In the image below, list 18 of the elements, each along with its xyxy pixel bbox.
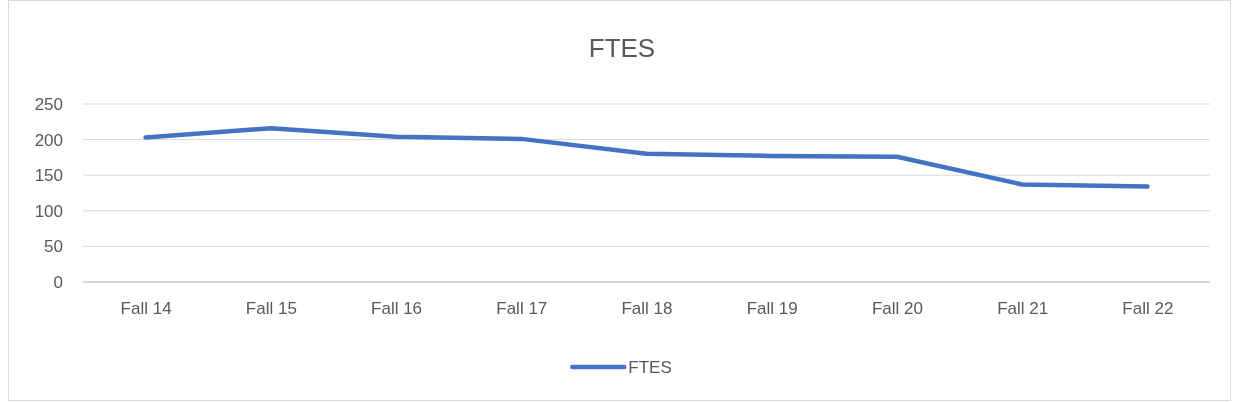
y-tick-label: 0 xyxy=(53,272,63,292)
x-tick-label: Fall 19 xyxy=(746,299,798,319)
x-tick-label: Fall 21 xyxy=(997,299,1049,319)
x-tick-label: Fall 15 xyxy=(245,299,297,319)
y-tick-label: 200 xyxy=(34,130,63,150)
x-tick-label: Fall 16 xyxy=(371,299,423,319)
x-tick-label: Fall 20 xyxy=(871,299,923,319)
y-tick-label: 100 xyxy=(34,201,63,221)
y-tick-label: 250 xyxy=(34,94,63,114)
y-tick-label: 150 xyxy=(34,166,63,186)
x-tick-label: Fall 18 xyxy=(621,299,673,319)
x-tick-label: Fall 14 xyxy=(120,299,172,319)
chart-title: FTES xyxy=(588,33,656,63)
x-tick-label: Fall 22 xyxy=(1122,299,1174,319)
y-tick-label: 50 xyxy=(44,237,63,257)
legend-label: FTES xyxy=(628,358,672,377)
x-tick-label: Fall 17 xyxy=(496,299,548,319)
line-series xyxy=(143,125,1150,189)
